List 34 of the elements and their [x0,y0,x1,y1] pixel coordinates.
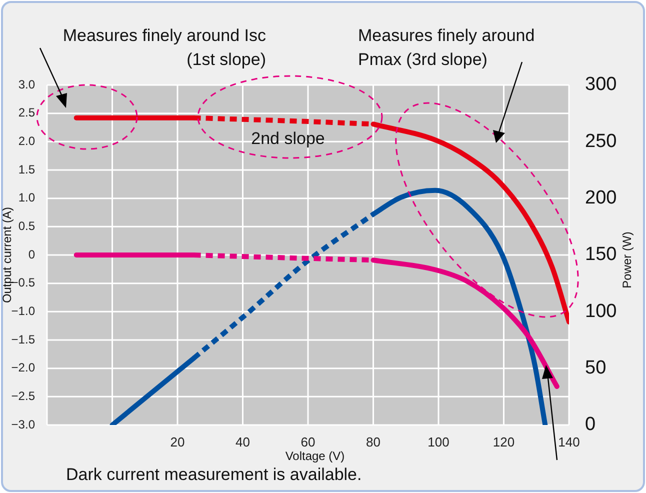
y-tick-label: 0 [28,247,36,262]
y2-axis-title: Power (W) [619,230,635,290]
annotation: 2nd slope [250,128,326,150]
y2-tick-label: 100 [585,300,617,322]
x-tick-label: 20 [170,434,185,450]
x-axis-title: Voltage (V) [285,449,345,463]
y-axis-title: Output current (A) [0,206,14,304]
x-tick-label: 140 [558,434,580,450]
y-tick-label: −1.5 [11,332,36,346]
y-tick-label: −2.0 [11,360,36,375]
y-tick-label: −1.0 [11,304,36,318]
y2-tick-label: 250 [585,130,617,152]
y-tick-label: 2.0 [18,134,36,148]
y-tick-label: 2.5 [18,106,36,120]
y2-tick-label: 150 [585,244,617,266]
x-tick-label: 80 [366,434,380,450]
y-tick-label: 0.5 [18,218,36,233]
y-tick-label: 3.0 [18,77,36,92]
x-tick-label: 100 [428,434,450,450]
y-tick-label: −0.5 [11,276,36,290]
text: Measures finely around Pmax (3rd slope) [358,25,536,71]
y-tick-label: −3.0 [11,417,36,432]
text: Dark current measurement is available. [66,464,363,486]
y2-tick-label: 0 [585,414,596,436]
x-tick-label: 40 [236,434,250,450]
y-tick-label: 1.0 [18,190,36,205]
x-tick-label: 120 [492,434,515,450]
y-tick-label: −2.5 [11,388,36,403]
y2-tick-label: 50 [585,358,606,379]
y-tick-label: 1.5 [18,162,36,176]
y2-tick-label: 200 [585,188,617,209]
x-tick-label: 60 [300,434,316,450]
text: Measures finely around Isc (1st slope) [62,25,266,71]
y2-tick-label: 300 [585,74,617,96]
